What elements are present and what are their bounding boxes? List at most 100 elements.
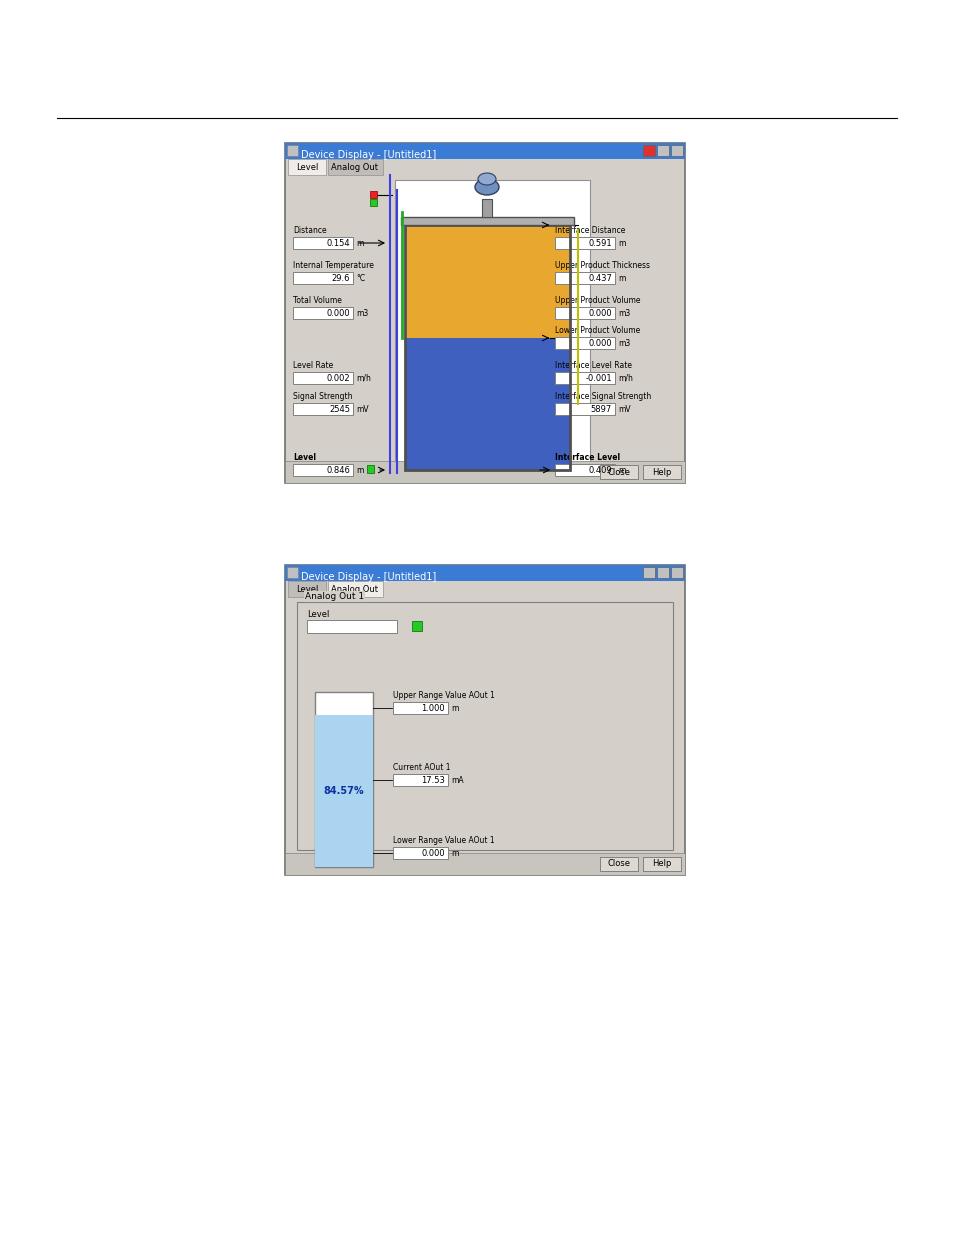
Text: Level: Level bbox=[293, 453, 315, 462]
Bar bbox=[293, 403, 353, 415]
Bar bbox=[293, 272, 353, 284]
Text: mV: mV bbox=[618, 405, 630, 414]
Bar bbox=[285, 853, 684, 876]
Bar bbox=[370, 191, 376, 198]
Bar bbox=[555, 403, 615, 415]
Bar bbox=[642, 144, 655, 156]
Bar bbox=[599, 466, 638, 479]
Text: m3: m3 bbox=[618, 309, 630, 317]
Text: 0.437: 0.437 bbox=[587, 273, 612, 283]
Bar bbox=[314, 715, 373, 867]
Bar bbox=[287, 144, 297, 156]
Bar bbox=[370, 199, 376, 206]
Text: m: m bbox=[618, 238, 625, 247]
Text: Current AOut 1: Current AOut 1 bbox=[393, 763, 450, 772]
Text: Interface Level Rate: Interface Level Rate bbox=[555, 361, 631, 370]
Bar bbox=[642, 466, 680, 479]
Text: Lower Range Value AOut 1: Lower Range Value AOut 1 bbox=[393, 836, 494, 845]
Text: Close: Close bbox=[607, 468, 630, 477]
Text: Analog Out: Analog Out bbox=[331, 163, 378, 172]
Text: 84.57%: 84.57% bbox=[323, 785, 364, 797]
Text: m/h: m/h bbox=[355, 373, 371, 383]
Bar bbox=[657, 144, 668, 156]
Text: m3: m3 bbox=[355, 309, 368, 317]
Text: Level: Level bbox=[295, 584, 318, 594]
Text: Device Display - [Untitled1]: Device Display - [Untitled1] bbox=[301, 572, 436, 582]
Text: Level: Level bbox=[295, 163, 318, 172]
Text: Analog Out 1: Analog Out 1 bbox=[305, 592, 364, 601]
Text: m3: m3 bbox=[618, 338, 630, 347]
Text: m: m bbox=[618, 273, 625, 283]
Text: m: m bbox=[355, 466, 363, 474]
Text: Close: Close bbox=[607, 860, 630, 868]
Bar bbox=[670, 567, 682, 578]
Text: 0.154: 0.154 bbox=[326, 238, 350, 247]
Text: Help: Help bbox=[652, 860, 671, 868]
Text: 0.846: 0.846 bbox=[326, 466, 350, 474]
Text: Internal Temperature: Internal Temperature bbox=[293, 261, 374, 270]
Text: Lower Product Volume: Lower Product Volume bbox=[555, 326, 639, 335]
Text: Interface Distance: Interface Distance bbox=[555, 226, 625, 235]
Text: m: m bbox=[355, 238, 363, 247]
Bar bbox=[285, 461, 684, 483]
Text: 17.53: 17.53 bbox=[420, 776, 444, 784]
Bar bbox=[293, 464, 353, 475]
Bar bbox=[285, 564, 684, 580]
Text: m: m bbox=[451, 704, 457, 713]
Bar bbox=[555, 464, 615, 475]
Bar bbox=[405, 225, 569, 338]
Text: Help: Help bbox=[652, 468, 671, 477]
Text: 2545: 2545 bbox=[329, 405, 350, 414]
Bar bbox=[293, 308, 353, 319]
Text: m: m bbox=[451, 848, 457, 857]
Text: Interface Level: Interface Level bbox=[555, 453, 619, 462]
Ellipse shape bbox=[475, 179, 498, 195]
Text: mA: mA bbox=[451, 776, 463, 784]
Bar bbox=[555, 372, 615, 384]
Bar bbox=[555, 308, 615, 319]
Bar bbox=[642, 857, 680, 871]
Bar bbox=[393, 847, 448, 860]
Text: -0.001: -0.001 bbox=[585, 373, 612, 383]
Bar bbox=[367, 466, 374, 473]
Bar bbox=[657, 567, 668, 578]
Text: 29.6: 29.6 bbox=[331, 273, 350, 283]
Text: Interface Signal Strength: Interface Signal Strength bbox=[555, 391, 651, 401]
Bar bbox=[642, 567, 655, 578]
Text: 0.000: 0.000 bbox=[588, 309, 612, 317]
Bar bbox=[412, 621, 421, 631]
Bar bbox=[599, 857, 638, 871]
Text: Total Volume: Total Volume bbox=[293, 296, 341, 305]
Bar bbox=[405, 225, 569, 471]
Text: Upper Range Value AOut 1: Upper Range Value AOut 1 bbox=[393, 692, 495, 700]
Text: °C: °C bbox=[355, 273, 365, 283]
Text: Upper Product Volume: Upper Product Volume bbox=[555, 296, 639, 305]
Bar bbox=[285, 143, 684, 483]
Bar bbox=[395, 180, 589, 466]
Text: 0.002: 0.002 bbox=[326, 373, 350, 383]
Ellipse shape bbox=[477, 173, 496, 185]
Text: Device Display - [Untitled1]: Device Display - [Untitled1] bbox=[301, 149, 436, 161]
Bar bbox=[328, 580, 382, 597]
Text: Analog Out: Analog Out bbox=[331, 584, 378, 594]
Bar bbox=[285, 143, 684, 159]
Bar bbox=[287, 567, 297, 578]
Text: Level: Level bbox=[307, 610, 329, 619]
Bar bbox=[555, 237, 615, 249]
Text: m/h: m/h bbox=[618, 373, 632, 383]
Text: mV: mV bbox=[355, 405, 368, 414]
Text: 0.000: 0.000 bbox=[421, 848, 444, 857]
Bar bbox=[285, 564, 684, 876]
Text: 0.000: 0.000 bbox=[326, 309, 350, 317]
Bar bbox=[393, 701, 448, 714]
Bar bbox=[670, 144, 682, 156]
Bar bbox=[555, 337, 615, 350]
Bar bbox=[288, 159, 326, 175]
Bar bbox=[555, 272, 615, 284]
Text: 5897: 5897 bbox=[590, 405, 612, 414]
Bar bbox=[314, 692, 373, 867]
Text: Signal Strength: Signal Strength bbox=[293, 391, 352, 401]
Bar bbox=[296, 601, 672, 850]
Bar bbox=[328, 159, 382, 175]
Bar bbox=[288, 580, 326, 597]
